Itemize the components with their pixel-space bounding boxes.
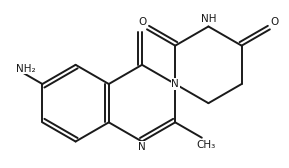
Text: N: N [138,141,146,152]
Text: O: O [270,17,279,27]
Text: O: O [138,17,146,27]
Text: CH₃: CH₃ [197,140,216,150]
Text: O: O [138,17,147,27]
Text: NH₂: NH₂ [16,64,36,74]
Text: N: N [171,79,179,89]
Text: NH: NH [201,14,216,24]
